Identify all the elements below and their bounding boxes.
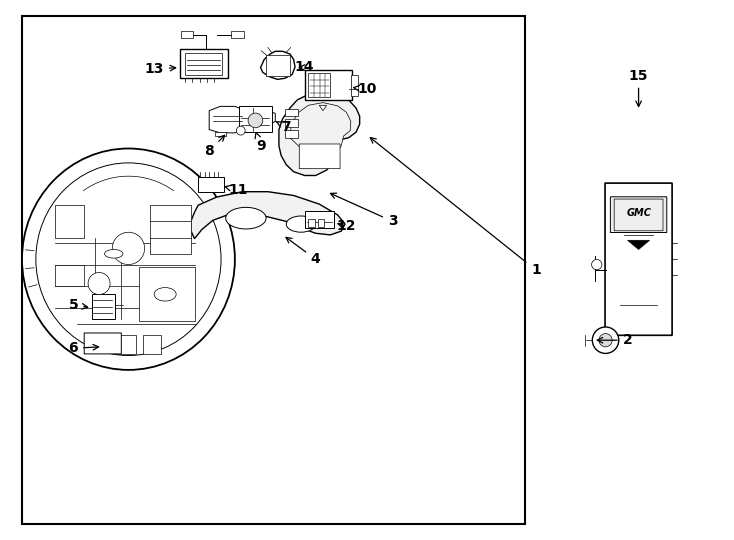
FancyBboxPatch shape xyxy=(266,55,290,76)
Bar xyxy=(318,219,324,227)
Text: 7: 7 xyxy=(276,120,291,134)
FancyBboxPatch shape xyxy=(299,144,340,168)
Bar xyxy=(55,265,84,286)
FancyBboxPatch shape xyxy=(611,197,666,233)
FancyBboxPatch shape xyxy=(84,333,121,354)
FancyBboxPatch shape xyxy=(198,177,224,192)
FancyBboxPatch shape xyxy=(92,294,115,319)
Polygon shape xyxy=(628,240,650,249)
Ellipse shape xyxy=(36,163,221,355)
Circle shape xyxy=(248,113,263,128)
Text: 3: 3 xyxy=(330,193,398,228)
Text: 4: 4 xyxy=(286,238,321,266)
FancyBboxPatch shape xyxy=(605,183,672,335)
Text: GMC: GMC xyxy=(626,208,651,218)
Text: 1: 1 xyxy=(370,138,541,277)
Ellipse shape xyxy=(105,249,123,258)
Polygon shape xyxy=(191,192,345,239)
Polygon shape xyxy=(319,105,327,111)
Circle shape xyxy=(592,259,602,270)
Text: 2: 2 xyxy=(597,333,633,347)
Circle shape xyxy=(236,126,245,135)
Ellipse shape xyxy=(286,216,316,232)
Polygon shape xyxy=(279,92,360,176)
FancyBboxPatch shape xyxy=(150,205,191,254)
Bar xyxy=(308,73,330,97)
FancyBboxPatch shape xyxy=(305,211,334,228)
FancyBboxPatch shape xyxy=(305,70,352,100)
FancyBboxPatch shape xyxy=(239,106,272,132)
Text: 13: 13 xyxy=(145,62,175,76)
Bar xyxy=(143,335,161,354)
FancyBboxPatch shape xyxy=(180,49,228,78)
Ellipse shape xyxy=(22,148,235,370)
Ellipse shape xyxy=(154,287,176,301)
Polygon shape xyxy=(290,103,351,157)
Bar xyxy=(181,31,193,38)
Polygon shape xyxy=(209,106,246,133)
Bar xyxy=(22,16,525,524)
Bar xyxy=(285,109,298,116)
Polygon shape xyxy=(261,51,295,79)
Bar xyxy=(231,31,244,38)
Text: 8: 8 xyxy=(204,136,225,158)
Bar xyxy=(215,132,226,136)
Text: 12: 12 xyxy=(337,219,356,233)
Bar xyxy=(351,75,358,96)
FancyBboxPatch shape xyxy=(55,205,84,238)
Polygon shape xyxy=(253,111,275,129)
Ellipse shape xyxy=(226,207,266,229)
Circle shape xyxy=(599,334,612,347)
Circle shape xyxy=(592,327,619,353)
Text: 9: 9 xyxy=(255,132,266,153)
Text: 15: 15 xyxy=(629,69,648,106)
Bar xyxy=(185,53,222,75)
Bar xyxy=(308,219,315,227)
Bar xyxy=(117,335,136,354)
Bar xyxy=(285,119,298,127)
Text: 10: 10 xyxy=(354,82,377,96)
Bar xyxy=(139,267,195,321)
Circle shape xyxy=(88,273,110,294)
Text: 11: 11 xyxy=(225,183,248,197)
Text: 6: 6 xyxy=(68,341,98,355)
Bar xyxy=(285,130,298,138)
Circle shape xyxy=(112,232,145,265)
Text: 5: 5 xyxy=(68,298,87,312)
Text: 14: 14 xyxy=(295,60,314,75)
